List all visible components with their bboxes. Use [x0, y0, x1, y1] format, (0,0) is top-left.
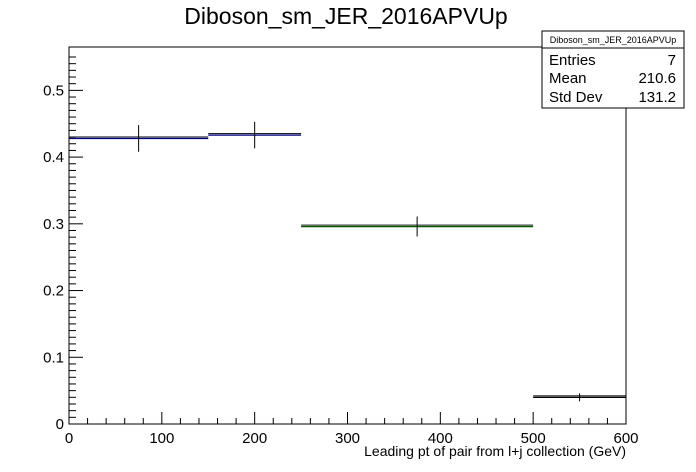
stats-mean-label: Mean — [549, 70, 587, 87]
stats-entries-label: Entries — [549, 52, 596, 69]
stats-stddev-value: 131.2 — [638, 89, 676, 106]
x-tick-label: 0 — [65, 430, 73, 447]
x-axis: 0 100 200 300 400 500 600 — [65, 412, 639, 447]
x-tick-label: 200 — [242, 430, 267, 447]
chart-title: Diboson_sm_JER_2016APVUp — [184, 3, 507, 29]
x-axis-label: Leading pt of pair from l+j collection (… — [364, 443, 626, 459]
y-tick-label: 0.4 — [43, 149, 64, 166]
x-tick-label: 100 — [149, 430, 174, 447]
stats-entries-value: 7 — [668, 52, 676, 69]
histogram-bin — [533, 393, 626, 402]
stats-mean-value: 210.6 — [638, 70, 676, 87]
histogram-bin — [208, 121, 302, 149]
y-tick-label: 0.2 — [43, 283, 64, 300]
y-tick-label: 0.1 — [43, 349, 64, 366]
y-tick-label: 0 — [56, 416, 64, 433]
histogram-bin — [301, 216, 534, 237]
stats-stddev-label: Std Dev — [549, 89, 603, 106]
histogram-bins — [69, 121, 626, 402]
x-tick-label: 500 — [521, 430, 546, 447]
stats-box: Diboson_sm_JER_2016APVUp Entries 7 Mean … — [541, 30, 685, 109]
y-tick-label: 0.5 — [43, 82, 64, 99]
histogram-bin — [69, 125, 209, 152]
x-tick-label: 400 — [428, 430, 453, 447]
y-tick-label: 0.3 — [43, 216, 64, 233]
x-tick-label: 600 — [613, 430, 638, 447]
stats-box-title: Diboson_sm_JER_2016APVUp — [550, 35, 677, 45]
x-tick-label: 300 — [335, 430, 360, 447]
y-axis: 0 0.1 0.2 0.3 0.4 0.5 — [43, 56, 83, 433]
stats-box-frame — [541, 30, 685, 109]
